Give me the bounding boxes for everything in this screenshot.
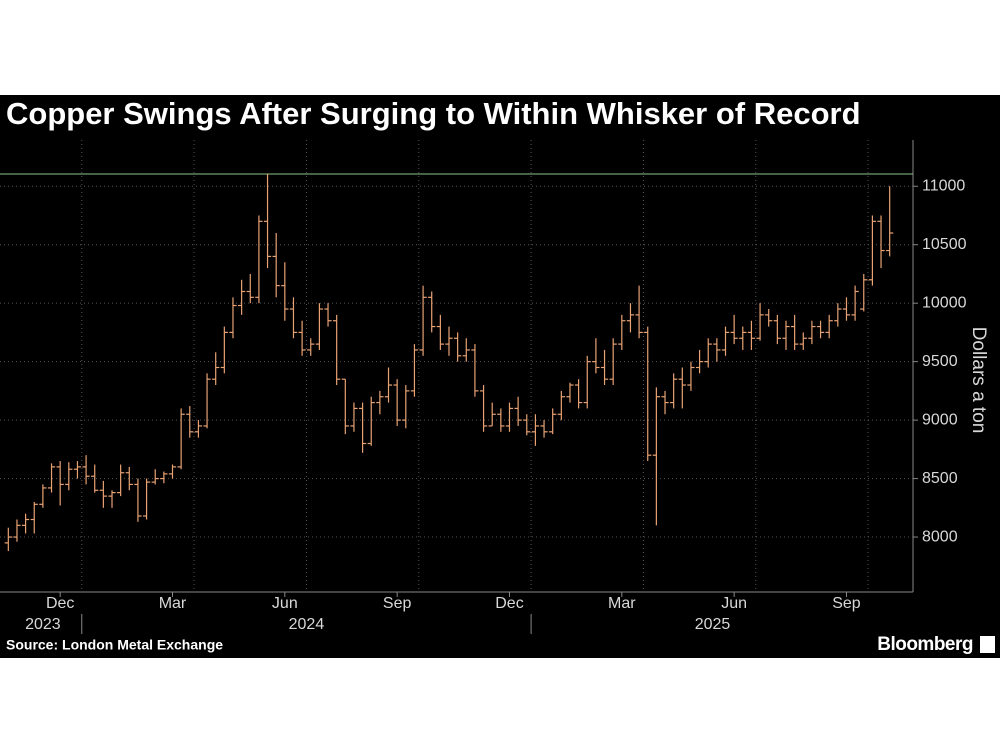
y-tick-label: 11000 [922,177,965,194]
y-tick-label: 9000 [922,411,958,428]
x-tick-label: Sep [832,595,861,612]
brand-icon [980,636,995,653]
x-tick-label: Mar [159,595,187,612]
x-tick-label: Jun [721,595,747,612]
y-tick-label: 9500 [922,353,958,370]
y-tick-label: 8500 [922,470,958,487]
source: Source: London Metal Exchange [6,637,223,653]
y-axis-label: Dollars a ton [968,327,989,434]
brand-logo: Bloomberg [877,634,973,655]
x-tick-label: Mar [608,595,636,612]
year-label: 2024 [289,616,325,633]
y-tick-label: 10000 [922,294,967,311]
y-tick-label: 8000 [922,528,958,545]
chart-background [0,95,1000,658]
year-label: 2023 [25,616,61,633]
x-tick-label: Dec [46,595,74,612]
y-tick-label: 10500 [922,236,967,253]
x-tick-label: Sep [383,595,412,612]
x-tick-label: Jun [272,595,298,612]
year-label: 2025 [695,616,731,633]
x-tick-label: Dec [495,595,523,612]
chart-title: Copper Swings After Surging to Within Wh… [6,96,861,131]
